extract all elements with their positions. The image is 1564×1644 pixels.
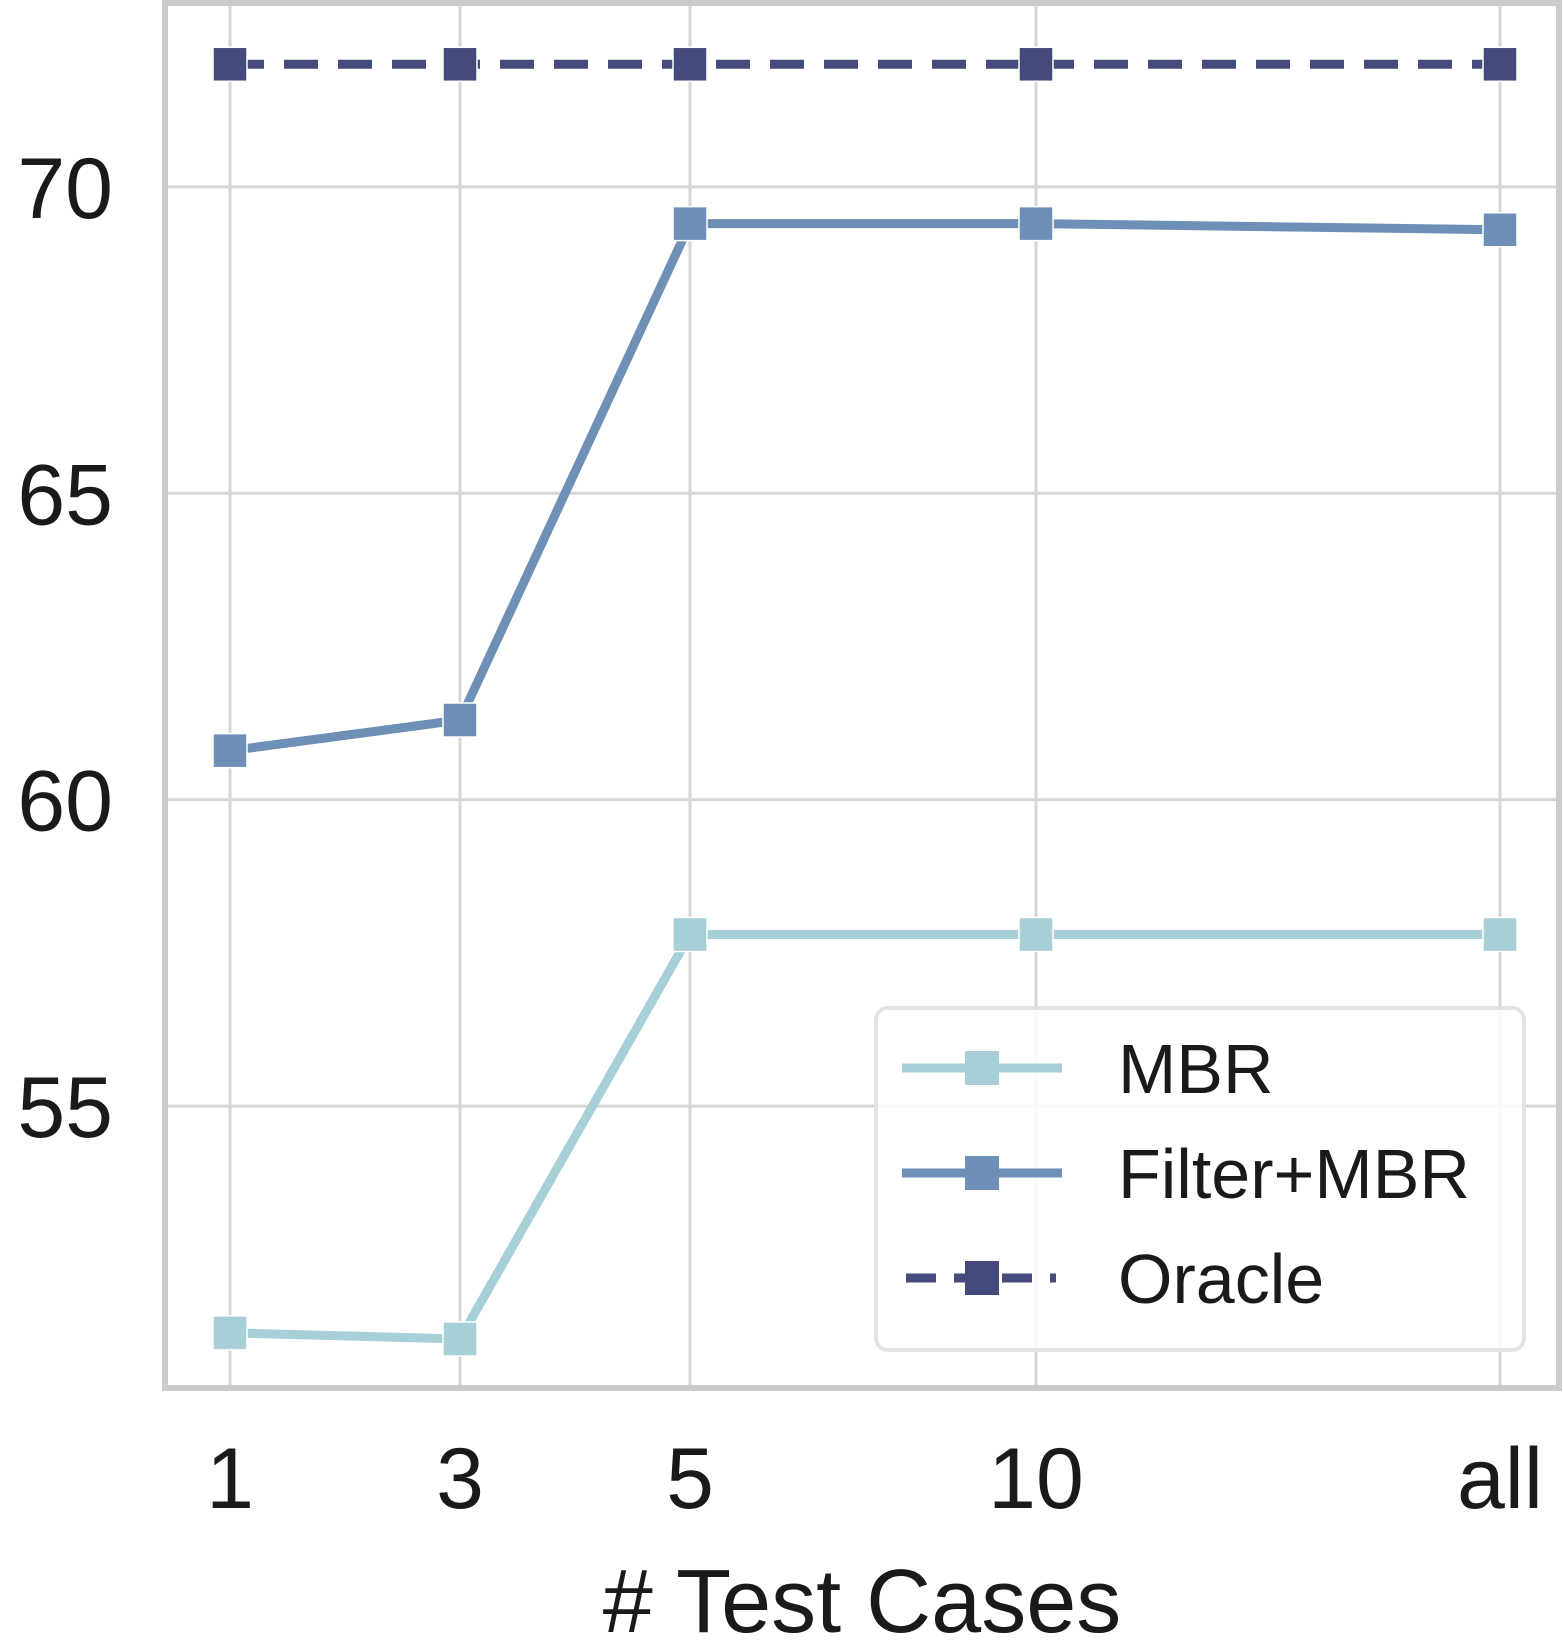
y-tick-label: 60	[17, 754, 113, 850]
legend-label: Filter+MBR	[1118, 1135, 1470, 1213]
data-point	[672, 46, 708, 83]
x-axis-label: # Test Cases	[603, 1552, 1122, 1644]
data-point	[212, 732, 248, 769]
data-point	[1018, 205, 1054, 242]
x-axis-ticks: 1 3 5 10 all	[206, 1431, 1543, 1527]
data-point	[1482, 46, 1518, 83]
legend-label: MBR	[1118, 1030, 1274, 1108]
data-point	[212, 46, 248, 83]
series-line	[229, 219, 1501, 756]
x-tick-label: all	[1457, 1431, 1543, 1527]
y-tick-label: 65	[17, 447, 113, 543]
data-point	[1482, 211, 1518, 248]
legend-label: Oracle	[1118, 1240, 1324, 1318]
legend-marker	[965, 1156, 999, 1190]
data-point	[442, 1321, 478, 1357]
x-tick-label: 3	[436, 1431, 484, 1527]
x-tick-label: 10	[988, 1431, 1084, 1527]
plot-frame	[162, 0, 1562, 1391]
y-tick-label: 70	[17, 141, 113, 237]
data-point	[212, 1315, 248, 1351]
data-point	[672, 916, 708, 953]
x-tick-label: 1	[206, 1431, 254, 1527]
x-tick-label: 5	[666, 1431, 714, 1527]
legend-box	[874, 1006, 1526, 1352]
data-point	[442, 46, 478, 83]
data-point	[672, 205, 708, 242]
data-point	[442, 702, 478, 738]
y-axis-ticks: 55 60 65 70	[17, 141, 113, 1156]
data-point	[1018, 916, 1054, 953]
data-point	[1018, 46, 1054, 83]
data-point	[1482, 916, 1518, 953]
legend: MBR Filter+MBR Oracle	[874, 1006, 1526, 1352]
legend-marker	[965, 1051, 999, 1085]
series-group	[212, 46, 1518, 1357]
y-tick-label: 55	[17, 1060, 113, 1156]
legend-marker	[965, 1261, 999, 1295]
